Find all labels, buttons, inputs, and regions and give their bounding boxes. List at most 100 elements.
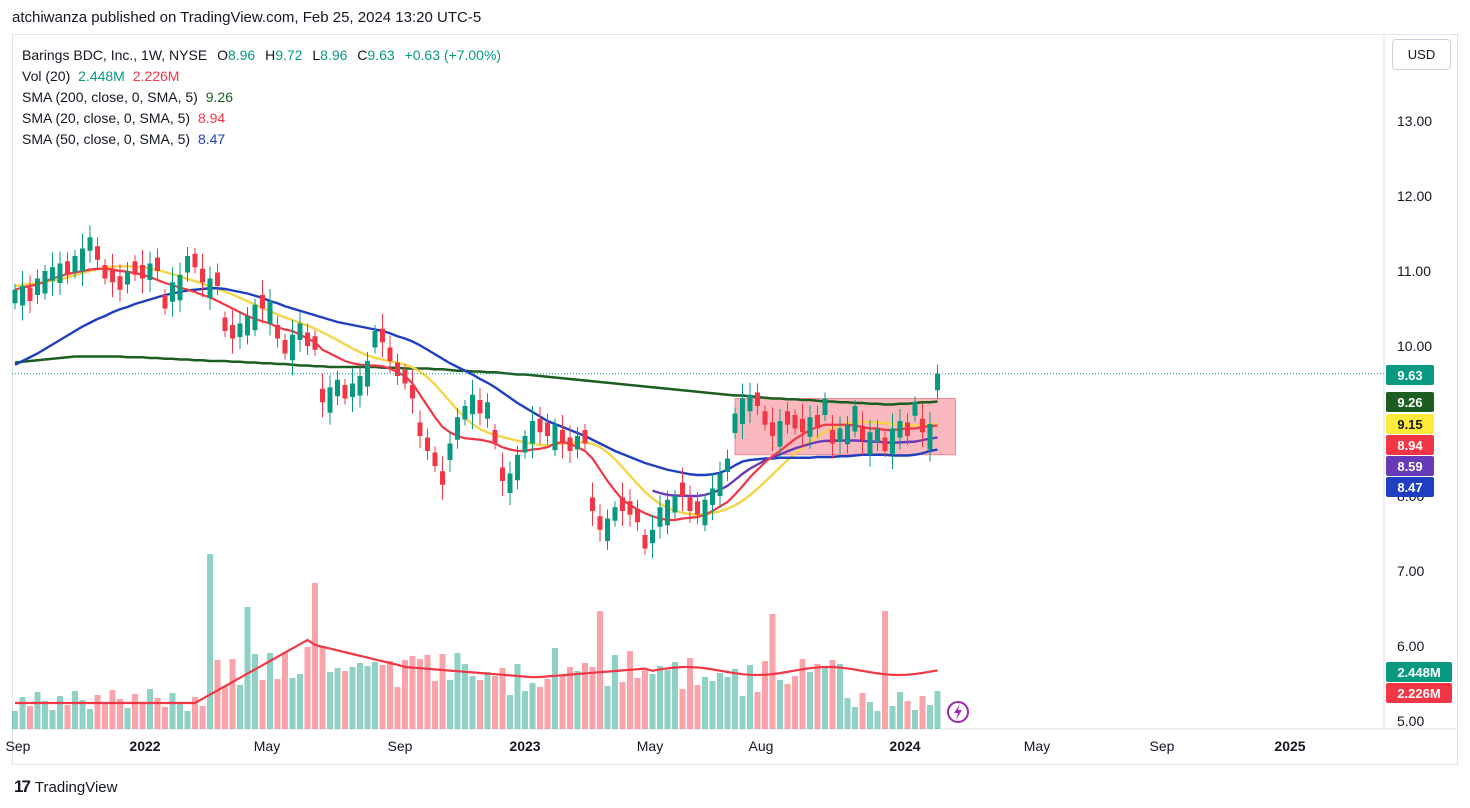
- candle-body: [275, 325, 280, 339]
- candle: [395, 353, 400, 385]
- volume-bar: [409, 656, 416, 729]
- candle: [117, 264, 123, 302]
- volume-bar: [334, 668, 341, 729]
- price-tag-bg: [1386, 392, 1434, 412]
- volume-bar: [762, 661, 768, 729]
- candle: [80, 233, 85, 286]
- candle-body: [897, 421, 903, 438]
- candle-body: [12, 289, 18, 304]
- volume-tag: 2.448M: [1386, 662, 1452, 682]
- price-tick-label: 12.00: [1397, 188, 1432, 204]
- candle-body: [815, 415, 820, 429]
- volume-bar: [64, 705, 71, 729]
- candle-body: [860, 426, 865, 440]
- candle: [320, 373, 325, 418]
- candle: [155, 248, 160, 280]
- candle: [485, 393, 490, 428]
- candle-body: [710, 488, 715, 505]
- volume-bar: [304, 647, 311, 729]
- legend-volume-row: Vol (20) 2.448M 2.226M: [22, 66, 501, 87]
- candle-body: [590, 497, 595, 511]
- volume-bar: [747, 665, 753, 729]
- candle-body: [560, 430, 565, 444]
- legend-ohlc-c: C9.63: [357, 47, 395, 63]
- candle-body: [522, 436, 528, 453]
- volume-bar: [499, 668, 506, 729]
- price-tag: 8.94: [1386, 435, 1434, 455]
- candle-body: [290, 334, 295, 361]
- candle-body: [792, 415, 798, 429]
- volume-bar: [109, 690, 116, 729]
- volume-bar: [852, 707, 858, 729]
- volume-bar: [657, 666, 663, 729]
- volume-bar: [829, 660, 836, 729]
- candle: [417, 410, 423, 448]
- volume-bar: [717, 673, 723, 729]
- volume-bar: [387, 661, 393, 729]
- volume-bar: [634, 678, 641, 729]
- candle-body: [125, 271, 130, 285]
- candle-body: [620, 497, 625, 511]
- volume-bar: [732, 669, 738, 729]
- candle: [237, 311, 243, 349]
- candle: [740, 383, 745, 439]
- publisher-line: atchiwanza published on TradingView.com,…: [12, 9, 482, 26]
- candle-body: [237, 323, 243, 337]
- candle: [530, 406, 535, 459]
- volume-tag-label: 2.226M: [1397, 686, 1440, 701]
- candle-body: [597, 516, 603, 530]
- volume-tag-bg: [1386, 662, 1452, 682]
- candle: [305, 323, 310, 355]
- volume-bar: [87, 709, 93, 729]
- candle: [252, 298, 258, 337]
- candle: [42, 265, 48, 300]
- candle-body: [342, 385, 348, 399]
- candle-body: [20, 286, 25, 306]
- time-tick-label: 2023: [509, 738, 540, 754]
- candle: [912, 396, 918, 422]
- price-tick-label: 11.00: [1397, 263, 1431, 279]
- volume-bar: [259, 680, 266, 729]
- candle: [312, 330, 318, 356]
- legend-sma200-row: SMA (200, close, 0, SMA, 5) 9.26: [22, 87, 501, 108]
- volume-bar: [664, 670, 671, 729]
- candle-body: [837, 428, 843, 442]
- candle: [807, 405, 813, 449]
- price-tag-label: 8.47: [1397, 480, 1422, 495]
- candle: [897, 409, 903, 450]
- candle: [447, 431, 453, 472]
- candle-body: [717, 473, 723, 496]
- candle: [410, 370, 415, 414]
- candle: [275, 316, 280, 348]
- candle: [567, 425, 573, 463]
- candle-body: [440, 471, 445, 485]
- candle-body: [672, 496, 678, 513]
- lightning-icon: [947, 701, 969, 723]
- candle: [837, 416, 843, 454]
- candle: [552, 418, 558, 457]
- volume-bar: [604, 686, 611, 729]
- candle: [597, 504, 603, 542]
- volume-bar: [357, 663, 363, 729]
- candle-body: [702, 499, 708, 526]
- candle-body: [170, 282, 175, 302]
- volume-tag-bg: [1386, 683, 1452, 703]
- volume-bar: [874, 711, 881, 729]
- time-tick-label: May: [637, 738, 663, 754]
- candle-body: [27, 287, 33, 301]
- price-tick-label: 6.00: [1397, 638, 1424, 654]
- time-tick-label: Sep: [1150, 738, 1175, 754]
- volume-bar: [807, 672, 813, 729]
- volume-bar: [709, 681, 716, 729]
- volume-bar: [724, 677, 731, 729]
- currency-button[interactable]: USD: [1392, 39, 1451, 70]
- candle: [830, 415, 835, 459]
- volume-bar: [612, 655, 618, 729]
- candle: [492, 424, 498, 450]
- candle: [905, 413, 910, 445]
- price-tag: 8.59: [1386, 456, 1434, 476]
- candle: [575, 427, 580, 459]
- candle-body: [665, 499, 670, 526]
- candle-body: [117, 276, 123, 290]
